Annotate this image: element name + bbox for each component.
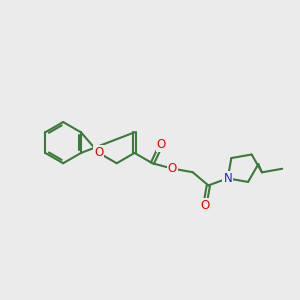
- Text: O: O: [94, 146, 104, 159]
- Text: N: N: [224, 172, 232, 185]
- Text: O: O: [157, 138, 166, 151]
- Text: O: O: [168, 162, 177, 175]
- Text: O: O: [200, 199, 209, 212]
